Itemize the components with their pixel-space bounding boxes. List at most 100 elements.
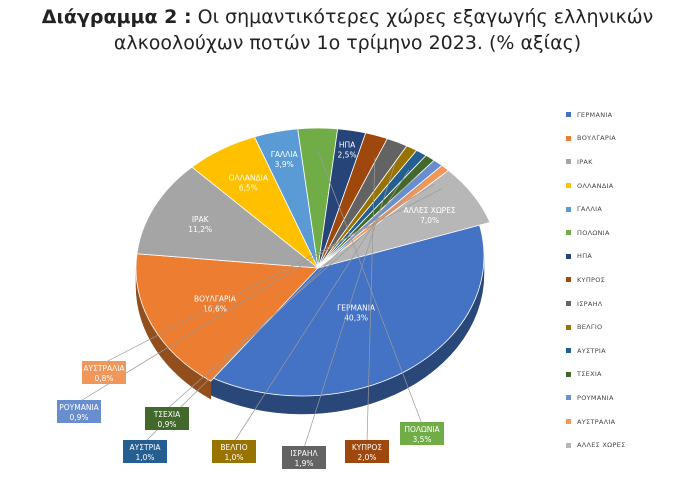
legend-swatch xyxy=(566,395,571,401)
legend-item: ΒΕΛΓΙΟ xyxy=(566,315,686,339)
leader-line xyxy=(78,183,435,403)
data-label-box xyxy=(400,422,444,445)
data-label-value: 1,0% xyxy=(224,453,243,462)
data-label-value: 2,5% xyxy=(338,151,357,160)
chart-title: Διάγραμμα 2 : Οι σημαντικότερες χώρες εξ… xyxy=(0,4,695,56)
data-label-value: 3,5% xyxy=(412,435,431,444)
legend-swatch xyxy=(566,135,571,141)
data-label-name: ΚΥΠΡΟΣ xyxy=(352,443,383,452)
data-label-value: 11,2% xyxy=(188,225,212,234)
legend-label: ΟΛΛΑΝΔΙΑ xyxy=(577,181,614,190)
legend-item: ΟΛΛΑΝΔΙΑ xyxy=(566,174,686,198)
leader-line xyxy=(144,174,419,443)
legend-label: ΑΛΛΕΣ ΧΩΡΕΣ xyxy=(577,441,626,450)
legend-item: ΓΕΡΜΑΝΙΑ xyxy=(566,103,686,127)
legend-item: ΙΣΡΑΗΛ xyxy=(566,292,686,316)
legend-swatch xyxy=(566,419,571,425)
legend-label: ΤΣΕΧΙΑ xyxy=(577,370,602,379)
data-label-name: ΑΛΛΕΣ ΧΩΡΕΣ xyxy=(404,206,456,215)
legend-item: ΒΟΥΛΓΑΡΙΑ xyxy=(566,127,686,151)
data-label-box xyxy=(82,361,126,384)
data-label-name: ΒΟΥΛΓΑΡΙΑ xyxy=(194,294,237,303)
slice-3 xyxy=(136,166,320,269)
data-label-value: 16,6% xyxy=(203,304,227,313)
data-label-name: ΤΣΕΧΙΑ xyxy=(153,410,181,419)
chart-title-line1: Οι σημαντικότερες χώρες εξαγωγής ελληνικ… xyxy=(197,6,654,28)
data-label-box xyxy=(212,440,256,463)
data-label-value: 7,0% xyxy=(420,216,439,225)
data-label-value: 2,0% xyxy=(357,453,376,462)
data-label-value: 3,9% xyxy=(275,160,294,169)
leader-line xyxy=(103,188,442,364)
leader-line xyxy=(317,150,423,425)
legend-item: ΠΟΛΩΝΙΑ xyxy=(566,221,686,245)
data-label-box xyxy=(123,440,167,463)
legend-item: ΙΡΑΚ xyxy=(566,150,686,174)
data-label-name: ΓΕΡΜΑΝΙΑ xyxy=(337,303,376,312)
legend-label: ΓΕΡΜΑΝΙΑ xyxy=(577,110,613,119)
legend-item: ΑΥΣΤΡΑΛΙΑ xyxy=(566,410,686,434)
legend-label: ΚΥΠΡΟΣ xyxy=(577,275,606,284)
leader-line xyxy=(303,163,396,449)
legend-swatch xyxy=(566,183,571,189)
chart-title-prefix: Διάγραμμα 2 : xyxy=(41,6,192,28)
legend-label: ΠΟΛΩΝΙΑ xyxy=(577,228,610,237)
legend-item: ΤΣΕΧΙΑ xyxy=(566,363,686,387)
data-label-name: ΠΟΛΩΝΙΑ xyxy=(404,425,440,434)
legend-item: ΗΠΑ xyxy=(566,245,686,269)
legend-swatch xyxy=(566,206,571,212)
legend-label: ΑΥΣΤΡΙΑ xyxy=(577,346,606,355)
legend-swatch xyxy=(566,253,571,259)
data-label-name: ΒΕΛΓΙΟ xyxy=(220,443,247,452)
legend-item: ΓΑΛΛΙΑ xyxy=(566,197,686,221)
data-label-value: 0,9% xyxy=(69,413,88,422)
legend-swatch xyxy=(566,371,571,377)
data-label-name: ΡΟΥΜΑΝΙΑ xyxy=(59,403,99,412)
data-label-value: 6,5% xyxy=(239,184,258,193)
data-label-box xyxy=(345,440,389,463)
data-label-name: ΑΥΣΤΡΙΑ xyxy=(130,443,162,452)
data-label-name: ΑΥΣΤΡΑΛΙΑ xyxy=(83,364,125,373)
legend-swatch xyxy=(566,159,571,165)
data-label-value: 1,9% xyxy=(294,459,313,468)
legend-label: ΡΟΥΜΑΝΙΑ xyxy=(577,393,614,402)
slice-15 xyxy=(317,169,491,269)
leader-line xyxy=(233,169,410,443)
legend-label: ΗΠΑ xyxy=(577,252,593,261)
legend-swatch xyxy=(566,301,571,307)
legend-label: ΒΕΛΓΙΟ xyxy=(577,323,603,332)
data-label-box xyxy=(57,400,101,423)
data-label-box xyxy=(282,446,326,469)
legend-item: ΑΛΛΕΣ ΧΩΡΕΣ xyxy=(566,433,686,457)
data-label-box xyxy=(145,407,189,430)
data-label-value: 40,3% xyxy=(344,313,368,322)
chart-title-line2: αλκοολούχων ποτών 1ο τρίμηνο 2023. (% αξ… xyxy=(113,32,582,54)
chart-legend: ΓΕΡΜΑΝΙΑ ΒΟΥΛΓΑΡΙΑ ΙΡΑΚ ΟΛΛΑΝΔΙΑ ΓΑΛΛΙΑ ΠΟΛΩΝ… xyxy=(566,103,686,457)
legend-swatch xyxy=(566,112,571,118)
legend-label: ΒΟΥΛΓΑΡΙΑ xyxy=(577,134,617,143)
slice-2 xyxy=(135,253,319,382)
data-label-name: ΟΛΛΑΝΔΙΑ xyxy=(229,174,269,183)
data-label-name: ΙΣΡΑΗΛ xyxy=(290,449,318,458)
leader-line xyxy=(366,157,376,443)
legend-label: ΑΥΣΤΡΑΛΙΑ xyxy=(577,417,616,426)
legend-swatch xyxy=(566,230,571,236)
legend-label: ΙΣΡΑΗΛ xyxy=(577,299,603,308)
data-label-value: 0,9% xyxy=(157,420,176,429)
data-label-name: ΓΑΛΛΙΑ xyxy=(271,150,299,159)
slice-1 xyxy=(194,209,485,397)
legend-label: ΙΡΑΚ xyxy=(577,157,593,166)
legend-item: ΡΟΥΜΑΝΙΑ xyxy=(566,386,686,410)
legend-label: ΓΑΛΛΙΑ xyxy=(577,205,603,214)
legend-swatch xyxy=(566,324,571,330)
data-label-value: 1,0% xyxy=(135,453,154,462)
data-label-value: 0,8% xyxy=(94,374,113,383)
legend-item: ΑΥΣΤΡΙΑ xyxy=(566,339,686,363)
legend-swatch xyxy=(566,442,571,448)
data-label-name: ΙΡΑΚ xyxy=(192,215,210,224)
legend-swatch xyxy=(566,348,571,354)
legend-item: ΚΥΠΡΟΣ xyxy=(566,268,686,292)
legend-swatch xyxy=(566,277,571,283)
